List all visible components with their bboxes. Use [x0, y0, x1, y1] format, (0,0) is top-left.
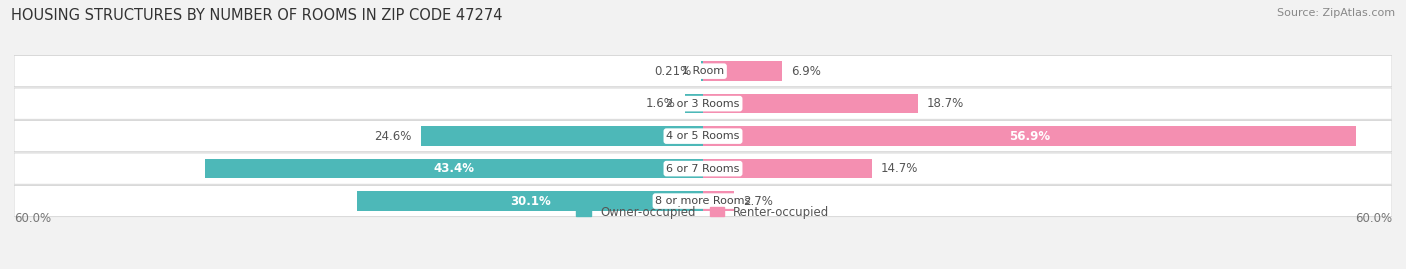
Text: 1 Room: 1 Room [682, 66, 724, 76]
Text: 2.7%: 2.7% [744, 194, 773, 208]
Bar [700, 61, 703, 81]
Bar [357, 191, 703, 211]
FancyBboxPatch shape [14, 88, 1392, 119]
Text: 6 or 7 Rooms: 6 or 7 Rooms [666, 164, 740, 174]
Bar [685, 94, 703, 114]
Bar [703, 61, 782, 81]
Bar [703, 159, 872, 178]
Text: 18.7%: 18.7% [927, 97, 965, 110]
Text: 14.7%: 14.7% [882, 162, 918, 175]
Text: 60.0%: 60.0% [14, 213, 51, 225]
Text: 8 or more Rooms: 8 or more Rooms [655, 196, 751, 206]
Text: 6.9%: 6.9% [792, 65, 821, 78]
Text: 0.21%: 0.21% [654, 65, 692, 78]
Text: Source: ZipAtlas.com: Source: ZipAtlas.com [1277, 8, 1395, 18]
Text: 2 or 3 Rooms: 2 or 3 Rooms [666, 99, 740, 109]
Text: 60.0%: 60.0% [1355, 213, 1392, 225]
FancyBboxPatch shape [14, 121, 1392, 152]
FancyBboxPatch shape [14, 56, 1392, 87]
Text: 24.6%: 24.6% [374, 130, 412, 143]
FancyBboxPatch shape [14, 153, 1392, 184]
FancyBboxPatch shape [14, 186, 1392, 217]
Bar [703, 126, 1357, 146]
Bar [420, 126, 703, 146]
Legend: Owner-occupied, Renter-occupied: Owner-occupied, Renter-occupied [572, 201, 834, 223]
Text: 43.4%: 43.4% [433, 162, 474, 175]
Bar [703, 94, 918, 114]
Text: 30.1%: 30.1% [510, 194, 551, 208]
Text: 1.6%: 1.6% [645, 97, 675, 110]
Bar [703, 191, 734, 211]
Text: 56.9%: 56.9% [1010, 130, 1050, 143]
Bar [205, 159, 703, 178]
Text: HOUSING STRUCTURES BY NUMBER OF ROOMS IN ZIP CODE 47274: HOUSING STRUCTURES BY NUMBER OF ROOMS IN… [11, 8, 503, 23]
Text: 4 or 5 Rooms: 4 or 5 Rooms [666, 131, 740, 141]
